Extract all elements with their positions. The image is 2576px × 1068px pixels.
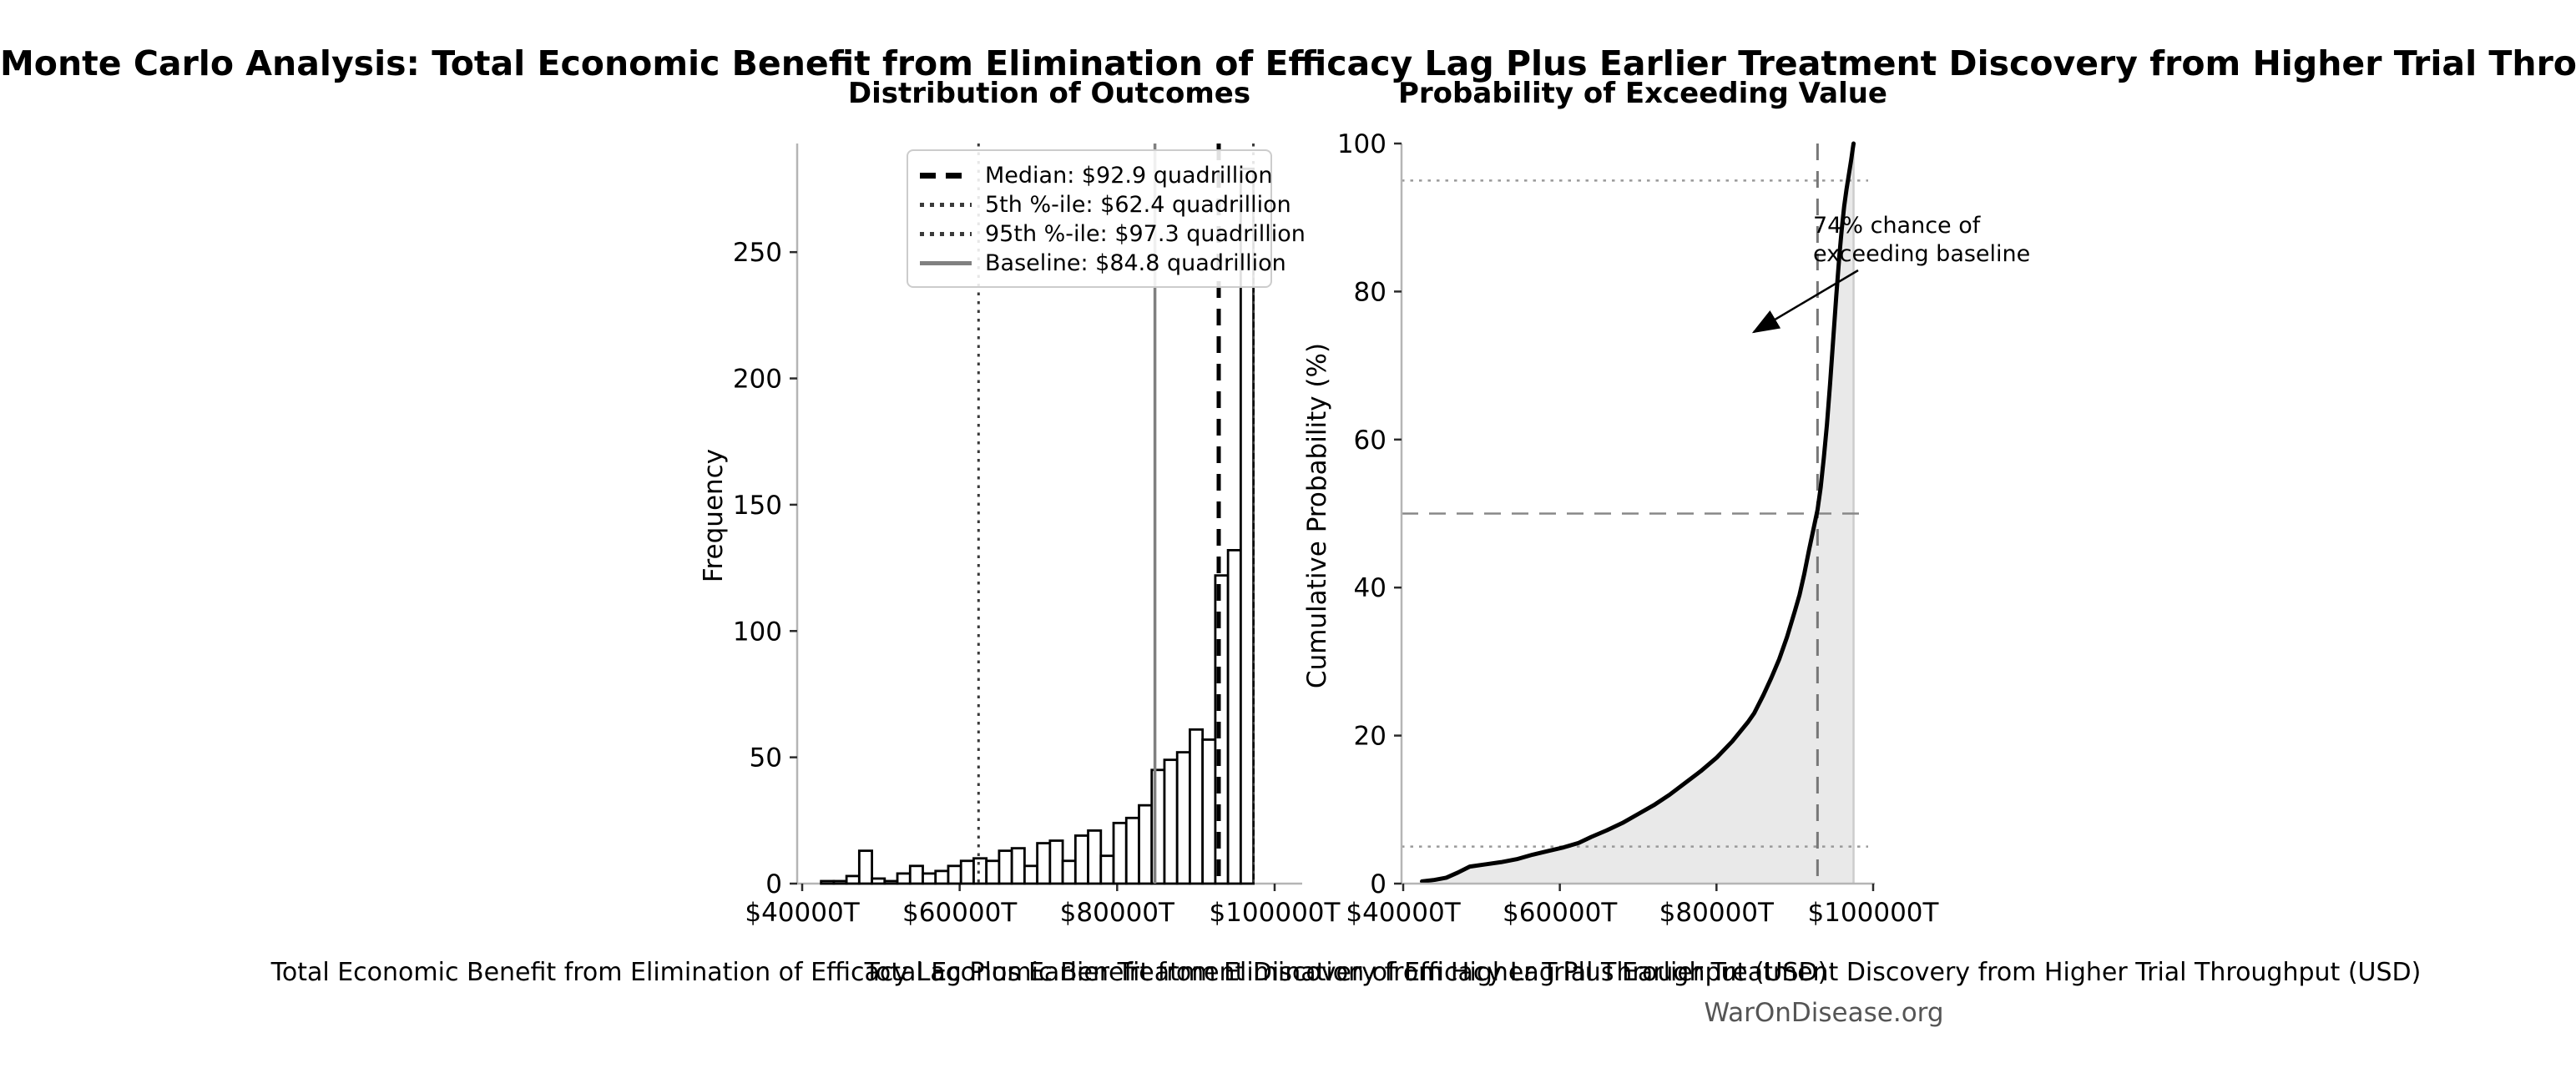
histogram-bar <box>1087 829 1103 885</box>
histogram-bar <box>1175 751 1191 885</box>
y-tick-label: 200 <box>733 365 782 395</box>
y-tick-label: 100 <box>733 617 782 647</box>
right-ylabel: Cumulative Probability (%) <box>1302 342 1332 689</box>
histogram-bar <box>896 872 912 885</box>
right-xlabel: Total Economic Benefit from Elimination … <box>864 958 2422 987</box>
legend-label: 5th %-ile: $62.4 quadrillion <box>985 192 1291 218</box>
histogram-bar <box>883 879 899 885</box>
annotation-arrow <box>1751 269 1859 334</box>
y-tick-label: 250 <box>733 238 782 268</box>
legend-line-sample <box>920 203 972 207</box>
histogram-bar <box>871 877 886 885</box>
y-tick-label: 60 <box>1354 426 1386 456</box>
histogram-bar <box>1226 548 1242 885</box>
cdf-curve <box>1420 141 1856 884</box>
right-plot-title: Probability of Exceeding Value <box>1398 77 1887 110</box>
histogram-bar <box>1099 854 1115 885</box>
x-tick-label: $80000T <box>1060 898 1175 928</box>
histogram-bar <box>985 859 1001 885</box>
annotation-line-2: exceeding baseline <box>1813 241 2031 267</box>
legend: Median: $92.9 quadrillion 5th %-ile: $62.… <box>907 149 1306 288</box>
histogram-bar <box>857 849 873 885</box>
left-plot-title: Distribution of Outcomes <box>847 77 1251 110</box>
legend-label: Baseline: $84.8 quadrillion <box>985 250 1286 276</box>
annotation-line-1: 74% chance of <box>1813 213 1981 239</box>
legend-line-sample <box>920 261 972 265</box>
histogram-bar <box>947 864 962 885</box>
left-ylabel: Frequency <box>699 448 729 583</box>
x-tick-label: $40000T <box>745 898 860 928</box>
histogram-bar <box>959 859 975 885</box>
y-tick-label: 80 <box>1354 277 1386 307</box>
histogram-bar <box>1073 834 1089 885</box>
y-tick-label: 40 <box>1354 573 1386 603</box>
legend-line-sample <box>920 173 972 179</box>
histogram-bar <box>1036 842 1052 885</box>
x-tick-label: $40000T <box>1346 898 1461 928</box>
histogram-bar <box>832 879 848 885</box>
histogram-bar <box>1061 859 1077 885</box>
legend-label: Median: $92.9 quadrillion <box>985 163 1273 189</box>
y-tick-label: 0 <box>1370 869 1386 899</box>
histogram-bar <box>1023 864 1039 885</box>
histogram-bar <box>1189 728 1205 885</box>
histogram-bars <box>820 167 1255 885</box>
histogram-bar <box>908 864 924 885</box>
y-tick-label: 50 <box>750 743 782 773</box>
histogram-bar <box>1163 758 1179 885</box>
y-tick-label: 0 <box>765 869 782 899</box>
x-tick-label: $100000T <box>1807 898 1939 928</box>
histogram-bar <box>1138 804 1154 885</box>
x-tick-label: $100000T <box>1209 898 1341 928</box>
left-plot: $40000T $60000T $80000T $100000T 0 50 100 150 20… <box>733 144 1341 928</box>
legend-line-sample <box>920 232 972 236</box>
left-xlabel: Total Economic Benefit from Elimination … <box>270 958 1828 987</box>
cdf-fill <box>1422 144 1854 884</box>
x-tick-label: $60000T <box>902 898 1018 928</box>
annotation-74pct: 74% chance of exceeding baseline <box>1813 212 2030 269</box>
legend-entry-median: Median: $92.9 quadrillion <box>920 161 1272 190</box>
y-tick-label: 150 <box>733 491 782 521</box>
right-plot: $40000T $60000T $80000T $100000T 0 20 40 60 80 10… <box>1337 129 1940 928</box>
x-tick-label: $80000T <box>1659 898 1775 928</box>
figure-title: Monte Carlo Analysis: Total Economic Ben… <box>0 43 2576 83</box>
histogram-bar <box>1010 847 1026 885</box>
y-tick-label: 20 <box>1354 722 1386 752</box>
histogram-bar <box>922 872 937 885</box>
legend-entry-p95: 95th %-ile: $97.3 quadrillion <box>920 219 1306 249</box>
y-tick-label: 100 <box>1337 129 1386 159</box>
histogram-bar <box>845 874 861 885</box>
legend-label: 95th %-ile: $97.3 quadrillion <box>985 221 1306 247</box>
watermark: WarOnDisease.org <box>1704 998 1944 1028</box>
histogram-bar <box>1112 821 1128 885</box>
histogram-bar <box>998 849 1013 885</box>
histogram-bar <box>972 857 988 885</box>
histogram-bar <box>1201 738 1217 885</box>
histogram-bar <box>934 869 950 885</box>
x-tick-label: $60000T <box>1503 898 1618 928</box>
legend-entry-baseline: Baseline: $84.8 quadrillion <box>920 249 1286 278</box>
histogram-bar <box>1124 816 1140 885</box>
histogram-bar <box>820 879 836 885</box>
legend-entry-p5: 5th %-ile: $62.4 quadrillion <box>920 190 1291 219</box>
histogram-bar <box>1048 839 1064 885</box>
